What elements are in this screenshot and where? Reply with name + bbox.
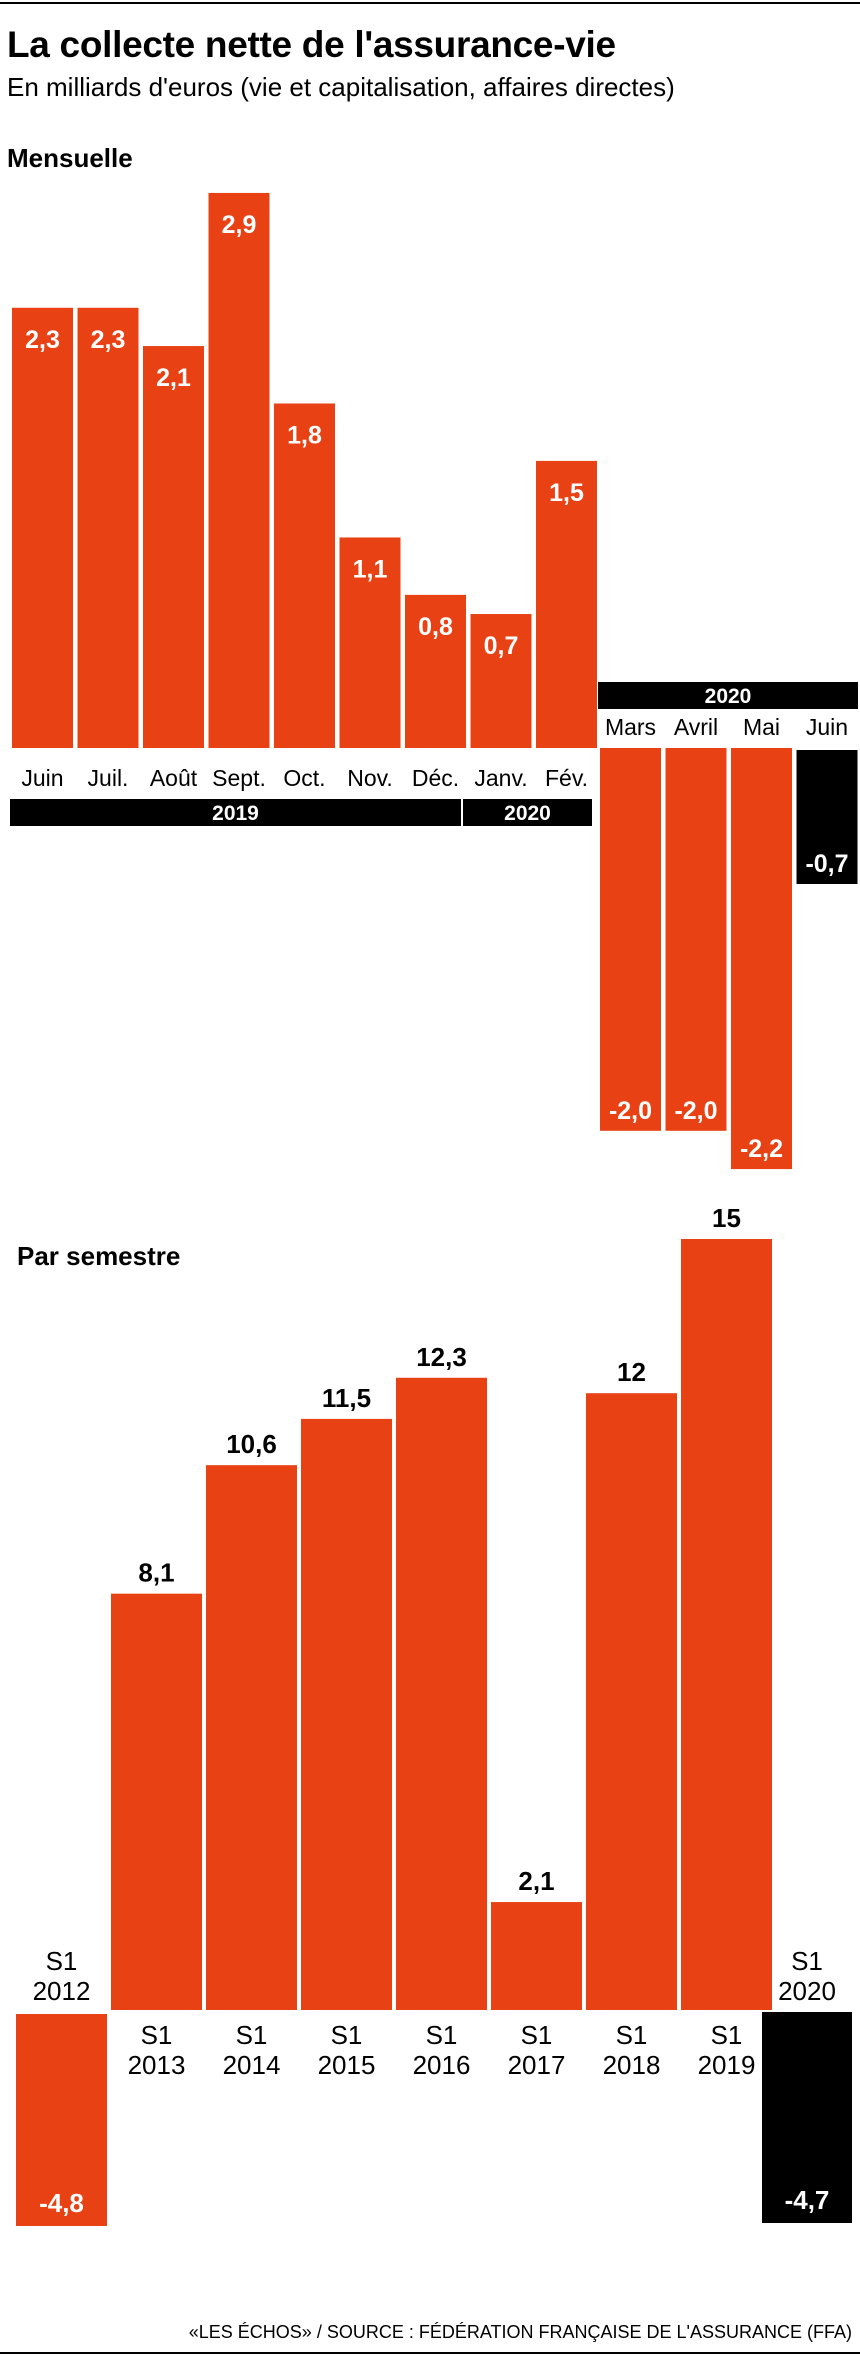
monthly-category-label: Nov. bbox=[347, 765, 393, 791]
monthly-category-label: Mai bbox=[743, 714, 780, 740]
semester-bar bbox=[396, 1377, 487, 2010]
semester-value-label: 2,1 bbox=[518, 1866, 554, 1896]
semester-category-label: 2012 bbox=[33, 1976, 91, 2006]
monthly-category-label: Juin bbox=[21, 765, 63, 791]
year-group-bar bbox=[598, 682, 858, 709]
semester-value-label: 8,1 bbox=[138, 1558, 174, 1588]
semester-category-label: 2020 bbox=[778, 1976, 836, 2006]
monthly-value-label: -2,0 bbox=[609, 1097, 652, 1125]
year-group-label: 2019 bbox=[212, 802, 259, 825]
semester-category-label: 2016 bbox=[413, 2050, 471, 2080]
semester-category-label: S1 bbox=[46, 1946, 78, 1976]
semester-bar bbox=[491, 1902, 582, 2010]
year-group-bar bbox=[463, 799, 592, 826]
semester-category-label: S1 bbox=[236, 2020, 268, 2050]
monthly-category-label: Avril bbox=[674, 714, 718, 740]
monthly-bar bbox=[731, 748, 792, 1170]
semester-category-label: 2015 bbox=[318, 2050, 376, 2080]
semester-bar bbox=[301, 1418, 392, 2010]
semester-category-label: S1 bbox=[791, 1946, 823, 1976]
monthly-category-label: Juin bbox=[806, 714, 848, 740]
semester-value-label: 11,5 bbox=[322, 1383, 371, 1413]
semester-value-label: 12 bbox=[617, 1357, 646, 1387]
semester-category-label: S1 bbox=[331, 2020, 363, 2050]
semester-category-label: 2014 bbox=[223, 2050, 281, 2080]
monthly-value-label: -2,0 bbox=[674, 1097, 717, 1125]
semester-bar bbox=[762, 2012, 852, 2223]
year-group-bar bbox=[10, 799, 461, 826]
monthly-bar-chart: 2,3 Juin 2,3 Juil. 2,1 Août 2,9 Sept. 1,8 Oct. 1,1… bbox=[10, 192, 858, 1170]
monthly-value-label: 2,3 bbox=[91, 326, 126, 354]
monthly-bar bbox=[600, 748, 661, 1131]
year-group-label: 2020 bbox=[504, 802, 551, 825]
monthly-category-label: Déc. bbox=[412, 765, 459, 791]
monthly-category-label: Août bbox=[150, 765, 198, 791]
monthly-category-label: Oct. bbox=[283, 765, 325, 791]
monthly-bar bbox=[796, 750, 858, 884]
monthly-value-label: 1,1 bbox=[353, 555, 388, 583]
semester-category-label: S1 bbox=[711, 2020, 743, 2050]
monthly-category-label: Mars bbox=[605, 714, 656, 740]
semester-category-label: 2018 bbox=[603, 2050, 661, 2080]
monthly-bar bbox=[208, 192, 270, 748]
monthly-bar bbox=[77, 307, 139, 748]
monthly-category-label: Fév. bbox=[545, 765, 588, 791]
semester-bar bbox=[681, 1239, 772, 2010]
monthly-bar bbox=[143, 346, 204, 748]
semester-value-label: 10,6 bbox=[226, 1429, 277, 1459]
semester-value-label: 15 bbox=[712, 1203, 741, 1233]
semester-category-label: 2013 bbox=[128, 2050, 186, 2080]
monthly-value-label: 1,5 bbox=[549, 479, 584, 507]
chart-subtitle: En milliards d'euros (vie et capitalisat… bbox=[7, 72, 675, 102]
chart-title: La collecte nette de l'assurance-vie bbox=[7, 24, 616, 65]
semester-category-label: 2019 bbox=[698, 2050, 756, 2080]
semester-category-label: S1 bbox=[426, 2020, 458, 2050]
monthly-category-label: Juil. bbox=[88, 765, 129, 791]
monthly-value-label: 2,1 bbox=[156, 364, 191, 392]
semester-value-label: 12,3 bbox=[416, 1342, 467, 1372]
monthly-value-label: -0,7 bbox=[805, 850, 848, 878]
semester-bar bbox=[586, 1393, 677, 2010]
monthly-value-label: 1,8 bbox=[287, 421, 322, 449]
semester-bar bbox=[16, 2014, 107, 2226]
semester-value-label: -4,8 bbox=[39, 2188, 84, 2218]
monthly-bar bbox=[405, 594, 466, 748]
monthly-bar bbox=[536, 460, 597, 748]
monthly-value-label: 2,9 bbox=[222, 211, 257, 239]
monthly-bar bbox=[339, 537, 401, 748]
semester-bar bbox=[111, 1593, 202, 2010]
monthly-bar bbox=[12, 307, 73, 748]
semester-value-label: -4,7 bbox=[785, 2185, 830, 2215]
monthly-bar bbox=[274, 403, 335, 748]
monthly-category-label: Sept. bbox=[212, 765, 266, 791]
monthly-bar bbox=[665, 748, 727, 1131]
monthly-bar bbox=[470, 614, 532, 748]
semester-bar bbox=[206, 1465, 297, 2010]
semester-category-label: S1 bbox=[616, 2020, 648, 2050]
monthly-value-label: 2,3 bbox=[25, 326, 60, 354]
section-title-semester: Par semestre bbox=[17, 1241, 181, 1271]
monthly-value-label: 0,7 bbox=[484, 632, 519, 660]
semester-category-label: S1 bbox=[521, 2020, 553, 2050]
year-group-label: 2020 bbox=[705, 685, 752, 708]
semester-category-label: 2017 bbox=[508, 2050, 566, 2080]
bottom-rule bbox=[0, 2352, 860, 2354]
semester-bar-chart: -4,8S120128,1S1201310,6S1201411,5S120151… bbox=[16, 1203, 852, 2226]
top-rule bbox=[0, 2, 860, 4]
monthly-value-label: -2,2 bbox=[740, 1135, 783, 1163]
monthly-value-label: 0,8 bbox=[418, 613, 453, 641]
source-note: «LES ÉCHOS» / SOURCE : FÉDÉRATION FRANÇA… bbox=[188, 2322, 852, 2342]
section-title-monthly: Mensuelle bbox=[7, 143, 133, 173]
semester-category-label: S1 bbox=[141, 2020, 173, 2050]
monthly-category-label: Janv. bbox=[474, 765, 527, 791]
